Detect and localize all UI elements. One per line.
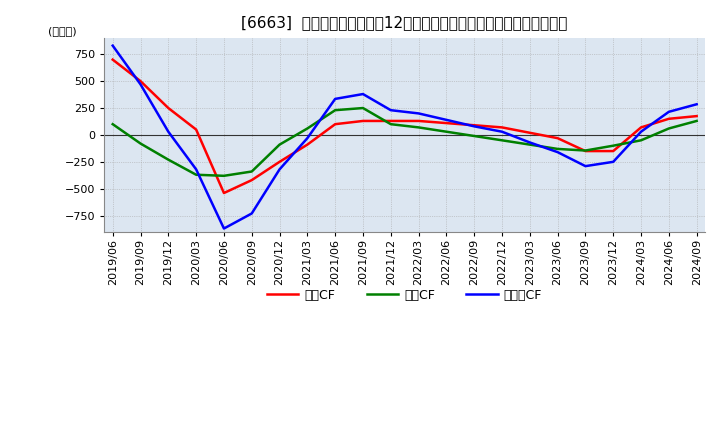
営業CF [693, 114, 701, 119]
営業CF [636, 125, 645, 130]
投資CF [164, 157, 173, 162]
フリーCF [248, 211, 256, 216]
営業CF [331, 121, 340, 127]
投資CF [303, 126, 312, 131]
投資CF [192, 172, 200, 177]
フリーCF [609, 159, 618, 165]
投資CF [275, 142, 284, 147]
投資CF [665, 126, 673, 131]
営業CF [248, 177, 256, 183]
営業CF [498, 125, 506, 130]
投資CF [109, 121, 117, 127]
フリーCF [665, 109, 673, 114]
投資CF [609, 143, 618, 148]
投資CF [636, 138, 645, 143]
フリーCF [109, 43, 117, 48]
営業CF [220, 191, 228, 196]
投資CF [526, 142, 534, 147]
フリーCF [581, 164, 590, 169]
フリーCF [553, 150, 562, 155]
Line: 営業CF: 営業CF [113, 60, 697, 193]
フリーCF [331, 96, 340, 102]
投資CF [581, 148, 590, 153]
Legend: 営業CF, 投資CF, フリーCF: 営業CF, 投資CF, フリーCF [262, 284, 547, 307]
投資CF [331, 107, 340, 113]
営業CF [414, 118, 423, 124]
投資CF [442, 129, 451, 134]
営業CF [442, 121, 451, 126]
フリーCF [442, 117, 451, 122]
投資CF [553, 146, 562, 151]
営業CF [192, 127, 200, 132]
投資CF [136, 141, 145, 146]
フリーCF [303, 136, 312, 141]
投資CF [387, 121, 395, 127]
営業CF [665, 116, 673, 121]
投資CF [248, 169, 256, 174]
フリーCF [192, 167, 200, 172]
投資CF [414, 125, 423, 130]
営業CF [109, 57, 117, 62]
営業CF [136, 78, 145, 84]
フリーCF [498, 129, 506, 134]
フリーCF [387, 107, 395, 113]
フリーCF [526, 140, 534, 145]
Line: 投資CF: 投資CF [113, 108, 697, 176]
フリーCF [636, 129, 645, 134]
投資CF [220, 173, 228, 179]
Y-axis label: (百万円): (百万円) [48, 26, 76, 36]
フリーCF [164, 129, 173, 134]
営業CF [303, 142, 312, 147]
営業CF [609, 148, 618, 154]
フリーCF [359, 92, 367, 97]
営業CF [581, 148, 590, 154]
営業CF [387, 118, 395, 124]
フリーCF [220, 226, 228, 231]
投資CF [693, 118, 701, 124]
Line: フリーCF: フリーCF [113, 46, 697, 228]
フリーCF [275, 167, 284, 172]
投資CF [498, 138, 506, 143]
フリーCF [470, 124, 479, 129]
営業CF [164, 106, 173, 111]
営業CF [359, 118, 367, 124]
投資CF [359, 106, 367, 111]
営業CF [526, 130, 534, 136]
フリーCF [136, 82, 145, 87]
営業CF [275, 159, 284, 165]
フリーCF [693, 102, 701, 107]
営業CF [553, 136, 562, 141]
Title: [6663]  キャッシュフローの12か月移動合計の対前年同期増減額の推移: [6663] キャッシュフローの12か月移動合計の対前年同期増減額の推移 [241, 15, 568, 30]
フリーCF [414, 111, 423, 116]
投資CF [470, 133, 479, 139]
営業CF [470, 123, 479, 128]
